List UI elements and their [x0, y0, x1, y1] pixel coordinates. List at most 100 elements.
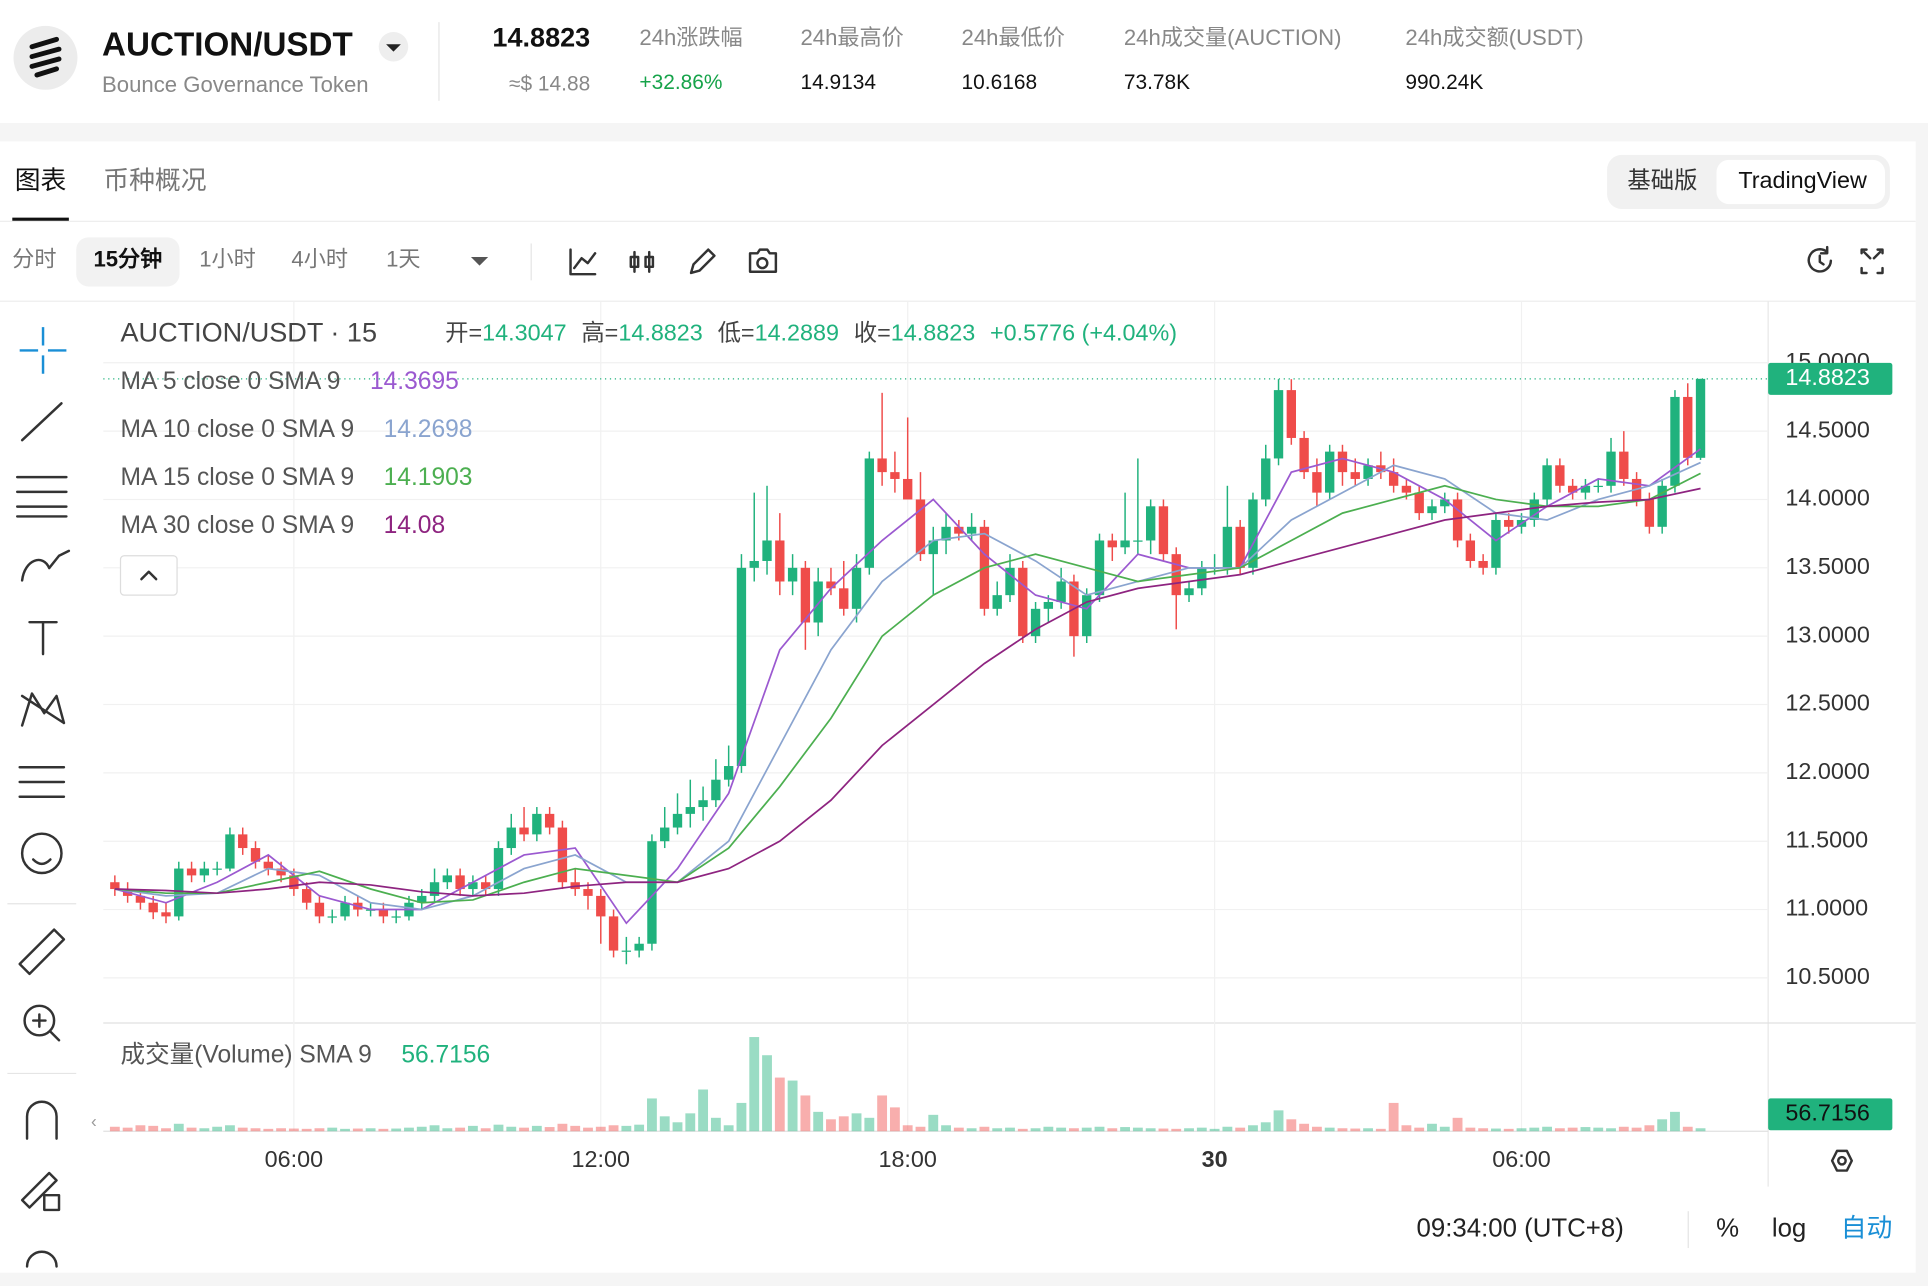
volume-bar: [519, 1127, 529, 1132]
interval[interactable]: 4小时: [291, 247, 348, 272]
volume-bar: [1222, 1126, 1233, 1132]
volume-bar: [263, 1128, 274, 1132]
candle-body: [596, 895, 606, 917]
volume-bar: [1017, 1128, 1028, 1132]
lock-tool[interactable]: [20, 1171, 61, 1212]
collapse-arrow[interactable]: ‹: [91, 1111, 97, 1131]
candle-body: [672, 813, 683, 828]
ma-value: 14.3695: [370, 368, 459, 395]
pattern-tool[interactable]: [20, 692, 66, 727]
screenshot-icon[interactable]: [748, 248, 778, 273]
volume-bar: [1260, 1122, 1271, 1132]
volume-bar: [1363, 1128, 1373, 1132]
ruler-tool[interactable]: [18, 928, 66, 976]
ma-line: [114, 448, 1702, 925]
candle-body: [1056, 581, 1066, 602]
candle-body: [1325, 451, 1335, 493]
candle-body: [723, 766, 734, 780]
indicator-icon[interactable]: [569, 248, 597, 276]
volume-bar: [659, 1116, 670, 1132]
volume-bar: [1670, 1111, 1680, 1132]
volume-bar: [902, 1125, 913, 1132]
last-price-tag: [1768, 362, 1893, 395]
magnet-tool[interactable]: [25, 1100, 58, 1140]
interval[interactable]: 分时: [12, 247, 56, 272]
volume-bar: [1695, 1128, 1706, 1132]
settings-icon[interactable]: [1830, 1149, 1854, 1172]
candle-body: [417, 895, 427, 903]
candle-body: [775, 540, 785, 582]
visibility-tool[interactable]: [25, 1250, 58, 1268]
crosshair-tool[interactable]: [19, 327, 67, 374]
interval[interactable]: 1小时: [199, 247, 256, 272]
stat-value: 10.6168: [962, 71, 1038, 94]
interval-more[interactable]: [470, 256, 489, 266]
volume-bar: [531, 1125, 542, 1132]
volume-bar: [250, 1128, 261, 1132]
volume-bar: [276, 1128, 287, 1132]
volume-bar: [122, 1127, 133, 1132]
fib-tool[interactable]: [15, 475, 68, 518]
zoom-tool[interactable]: [23, 1004, 56, 1037]
volume-bar: [851, 1113, 862, 1132]
line-tool[interactable]: [20, 402, 63, 442]
volume-bar: [685, 1113, 696, 1132]
candle-body: [544, 813, 555, 828]
volume-bar: [199, 1128, 210, 1132]
volume-bar: [787, 1080, 798, 1132]
candle-body: [1248, 499, 1258, 568]
log-toggle[interactable]: log: [1772, 1214, 1806, 1242]
auto-toggle[interactable]: 自动: [1841, 1213, 1893, 1242]
candle-body: [647, 841, 657, 944]
candle-body: [851, 567, 862, 609]
interval[interactable]: 15分钟: [93, 247, 162, 272]
candle-body: [1094, 540, 1105, 596]
coin-name: Bounce Governance Token: [102, 72, 369, 97]
chart-type-icon[interactable]: [629, 250, 655, 273]
replay-icon[interactable]: [1807, 245, 1833, 273]
forecast-tool[interactable]: [18, 766, 66, 799]
volume-bar: [608, 1125, 619, 1132]
last-price: 14.8823: [492, 22, 590, 52]
fullscreen-icon[interactable]: [1860, 248, 1884, 275]
ma-value: 14.08: [384, 512, 446, 539]
candle-body: [1593, 485, 1603, 488]
candle-body: [238, 834, 248, 849]
y-tick-label: 11.5000: [1785, 826, 1868, 852]
candle-body: [442, 875, 453, 883]
volume-bar: [634, 1124, 645, 1132]
stat-value: 990.24K: [1405, 71, 1483, 94]
candle-body: [941, 526, 951, 541]
plot: 14.8823 56.7156: [103, 362, 1893, 1132]
candle-body: [1401, 485, 1412, 493]
ohlc-value: 14.2889: [755, 320, 839, 346]
volume-bar: [1107, 1128, 1118, 1132]
candle-body: [1619, 451, 1629, 479]
candle-body: [1107, 540, 1117, 548]
tab[interactable]: 币种概况: [103, 166, 206, 195]
volume-bar: [506, 1126, 517, 1132]
volume-bar: [1299, 1123, 1310, 1132]
brush-tool[interactable]: [20, 549, 71, 582]
volume-bar: [1005, 1127, 1015, 1132]
candle-body: [839, 588, 849, 609]
volume-bar: [1567, 1127, 1578, 1132]
percent-toggle[interactable]: %: [1716, 1214, 1739, 1242]
legend-collapse[interactable]: [119, 555, 178, 596]
view-mode[interactable]: 基础版: [1627, 167, 1697, 193]
tab[interactable]: 图表: [15, 166, 67, 195]
candle-body: [1670, 396, 1680, 486]
volume-bar: [1081, 1127, 1092, 1132]
view-mode[interactable]: TradingView: [1738, 167, 1867, 193]
candle-body: [1145, 506, 1156, 541]
draw-icon[interactable]: [689, 248, 716, 275]
emoji-tool[interactable]: [20, 832, 63, 875]
text-tool[interactable]: [28, 620, 58, 656]
volume-bar: [1529, 1127, 1540, 1132]
volume-bar: [889, 1107, 900, 1132]
volume-bar: [455, 1127, 466, 1132]
candle-body: [1363, 465, 1373, 479]
interval[interactable]: 1天: [386, 247, 420, 272]
volume-bar: [544, 1127, 555, 1132]
candle-body: [1030, 608, 1041, 637]
